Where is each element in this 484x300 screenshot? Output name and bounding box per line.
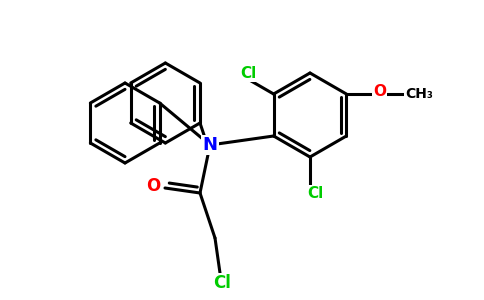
Text: O: O: [146, 177, 160, 195]
Text: Cl: Cl: [307, 186, 323, 201]
Text: Cl: Cl: [213, 274, 231, 292]
Text: O: O: [373, 85, 386, 100]
Text: CH₃: CH₃: [406, 87, 433, 101]
Text: N: N: [202, 136, 217, 154]
Text: Cl: Cl: [240, 66, 257, 81]
